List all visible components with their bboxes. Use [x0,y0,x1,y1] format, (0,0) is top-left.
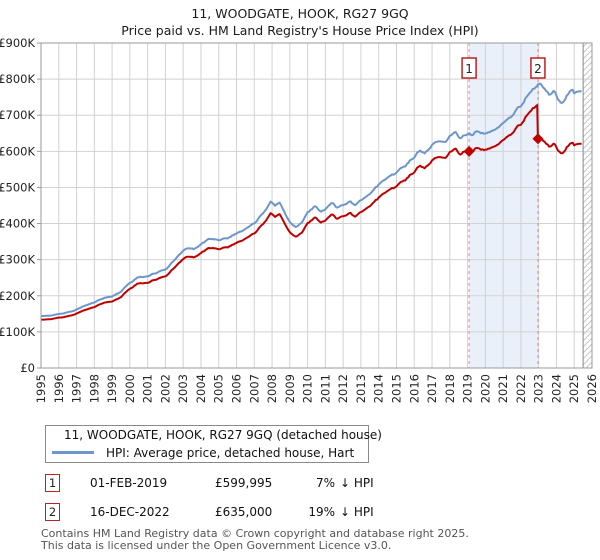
footer-line-1: Contains HM Land Registry data © Crown c… [41,527,469,540]
x-tick-label: 2017 [425,374,439,403]
y-tick-label: £300K [0,253,35,267]
x-tick-label: 1997 [70,374,84,403]
sale-2-vs-hpi: ↓ HPI [340,505,374,519]
sale-number-box [530,57,546,79]
x-tick-label: 2012 [336,374,350,403]
y-tick-label: £900K [0,36,35,50]
sale-1-date: 01-FEB-2019 [90,476,168,490]
x-tick-label: 2006 [230,374,244,403]
x-tick-label: 2015 [389,374,403,403]
x-tick-label: 2018 [443,374,457,403]
y-tick-label: £500K [0,180,35,194]
x-tick-label: 2010 [301,374,315,403]
footer-line-2: This data is licensed under the Open Gov… [41,538,392,552]
chart-legend: 11, WOODGATE, HOOK, RG27 9GQ (detached h… [45,425,382,463]
y-tick-label: £400K [0,217,35,231]
sale-1-marker-box: 1 [45,474,60,492]
x-tick-label: 2022 [514,374,528,403]
hpi-line [41,82,582,317]
x-tick-label: 2020 [478,374,492,403]
sale-annotation-row-1: 1 01-FEB-2019 £599,995 7% ↓ HPI [0,474,600,493]
y-tick-label: £100K [0,325,35,339]
page-title: 11, WOODGATE, HOOK, RG27 9GQ [191,6,409,21]
legend-label-hpi: HPI: Average price, detached house, Hart [106,445,355,460]
legend-label-property: 11, WOODGATE, HOOK, RG27 9GQ (detached h… [64,428,382,443]
sale-2-percent: 19% [308,505,335,519]
hpi-line-swatch [52,451,94,455]
x-tick-label: 2024 [549,374,563,403]
x-tick-label: 2009 [283,374,297,403]
x-tick-label: 2016 [407,374,421,403]
x-tick-label: 1999 [105,374,119,403]
x-tick-label: 2000 [123,374,137,403]
future-hatch-region [583,43,592,368]
x-tick-label: 2026 [585,374,599,403]
y-tick-label: £700K [0,108,35,122]
sale-1-vs-hpi: ↓ HPI [340,476,374,490]
sale-number-label: 2 [534,62,542,76]
y-tick-label: £600K [0,144,35,158]
y-tick-label: £800K [0,72,35,86]
x-tick-label: 2008 [265,374,279,403]
x-tick-label: 2014 [372,374,386,403]
x-tick-label: 2019 [461,374,475,403]
license-footer: Contains HM Land Registry data © Crown c… [41,528,581,551]
sale-2-date: 16-DEC-2022 [90,505,170,519]
x-tick-label: 2005 [212,374,226,403]
legend-item-hpi: HPI: Average price, detached house, Hart [46,444,368,461]
page-subtitle: Price paid vs. HM Land Registry's House … [121,23,479,38]
property-price-line [41,104,582,321]
price-chart: 1 2 £0 £100K £200K £300K £400K £500K £600K £700K £… [0,36,599,403]
x-tick-label: 2002 [158,374,172,403]
sale-2-marker-box: 2 [45,503,60,521]
sale-1-percent: 7% [315,476,335,490]
y-tick-label: £200K [0,289,35,303]
x-tick-label: 2001 [141,374,155,403]
x-tick-label: 1995 [34,374,48,403]
x-tick-label: 1998 [87,374,101,403]
sale-2-price: £635,000 [215,505,273,519]
x-tick-label: 2007 [247,374,261,403]
x-tick-label: 2025 [567,374,581,403]
sale-annotation-row-2: 2 16-DEC-2022 £635,000 19% ↓ HPI [0,503,600,522]
x-tick-label: 2021 [496,374,510,403]
x-tick-label: 2023 [532,374,546,403]
x-tick-label: 2013 [354,374,368,403]
x-tick-label: 2011 [318,374,332,403]
sale-point-marker [532,133,544,145]
sale-1-price: £599,995 [215,476,273,490]
sale-number-box [461,57,477,79]
sale-number-label: 1 [465,62,473,76]
plot-border [40,42,593,369]
x-tick-label: 2004 [194,374,208,403]
y-tick-label: £0 [20,361,35,375]
legend-item-property: 11, WOODGATE, HOOK, RG27 9GQ (detached h… [46,427,382,444]
x-tick-label: 2003 [176,374,190,403]
x-tick-label: 1996 [52,374,66,403]
sale-point-marker [463,145,475,157]
